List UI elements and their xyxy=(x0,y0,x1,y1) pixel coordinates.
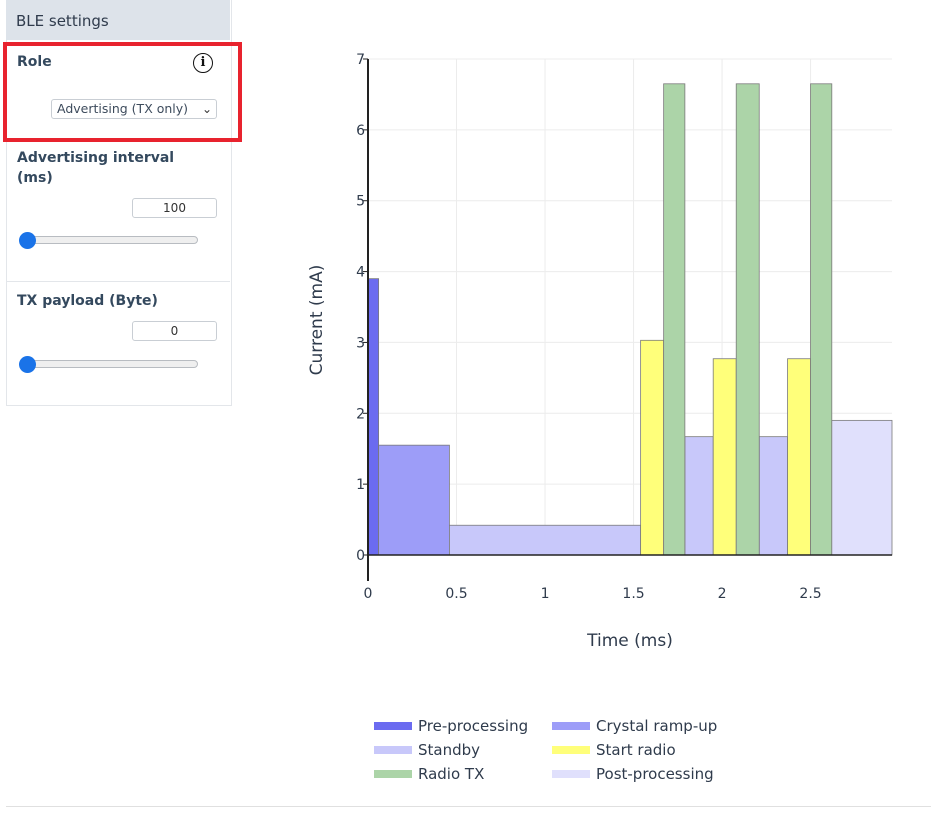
legend-swatch xyxy=(552,746,590,754)
y-tick-label: 3 xyxy=(356,335,365,351)
tx-payload-input[interactable]: 0 xyxy=(132,321,217,341)
chart-bars xyxy=(367,83,893,556)
role-highlight-box xyxy=(3,42,242,142)
y-tick-label: 2 xyxy=(356,406,365,422)
x-tick-label: 2.5 xyxy=(799,586,821,602)
x-tick-label: 1.5 xyxy=(622,586,644,602)
legend-label: Standby xyxy=(418,741,480,759)
bar-post-processing xyxy=(831,419,893,556)
y-tick-label: 6 xyxy=(356,123,365,139)
x-tick-label: 2 xyxy=(718,586,727,602)
chevron-down-icon: ⌄ xyxy=(201,102,212,116)
x-axis-title: Time (ms) xyxy=(586,631,673,651)
bar-radio-tx xyxy=(663,83,686,556)
bar-start-radio xyxy=(787,358,811,556)
bar-start-radio xyxy=(640,339,665,556)
bottom-divider xyxy=(6,806,931,807)
legend-label: Radio TX xyxy=(418,765,484,783)
panel-title: BLE settings xyxy=(16,12,109,30)
adv-interval-label: Advertising interval (ms) xyxy=(17,148,174,188)
tx-payload-slider[interactable] xyxy=(20,360,198,368)
y-tick-label: 7 xyxy=(356,52,365,68)
bar-radio-tx xyxy=(735,83,760,556)
bar-standby xyxy=(684,436,714,556)
legend-label: Crystal ramp-up xyxy=(596,717,717,735)
chart-axes: 0 1 2 3 4 5 6 7 0 0.5 1 1.5 2 2.5 xyxy=(356,52,892,602)
adv-interval-input[interactable]: 100 xyxy=(132,198,217,218)
legend-swatch xyxy=(374,746,412,754)
x-tick-label: 0.5 xyxy=(445,586,467,602)
adv-interval-label-line2: (ms) xyxy=(17,170,53,186)
tx-payload-slider-thumb[interactable] xyxy=(19,356,36,373)
legend-swatch xyxy=(552,770,590,778)
adv-interval-slider-thumb[interactable] xyxy=(19,232,36,249)
bar-crystal-ramp-up xyxy=(378,444,450,556)
y-axis-title: Current (mA) xyxy=(307,265,327,376)
x-tick-label: 1 xyxy=(541,586,550,602)
bar-start-radio xyxy=(712,358,737,556)
legend-swatch xyxy=(552,722,590,730)
legend-label: Pre-processing xyxy=(418,717,528,735)
y-tick-label: 0 xyxy=(356,548,365,564)
legend-swatch xyxy=(374,770,412,778)
bar-standby xyxy=(758,436,788,556)
adv-interval-label-line1: Advertising interval xyxy=(17,150,175,166)
adv-interval-slider[interactable] xyxy=(20,236,198,244)
info-icon[interactable]: i xyxy=(193,53,213,73)
y-tick-label: 1 xyxy=(356,477,365,493)
tx-payload-label: TX payload (Byte) xyxy=(17,293,158,309)
chart-grid xyxy=(367,58,892,556)
role-label: Role xyxy=(17,54,52,70)
chart-legend: Pre-processing Crystal ramp-up Standby Star… xyxy=(374,717,717,783)
x-tick-label: 0 xyxy=(364,586,373,602)
legend-label: Post-processing xyxy=(596,765,714,783)
bar-pre-processing xyxy=(367,278,380,556)
legend-label: Start radio xyxy=(596,741,676,759)
y-tick-label: 5 xyxy=(356,194,365,210)
role-select-value: Advertising (TX only) xyxy=(57,101,189,116)
y-tick-label: 4 xyxy=(356,265,365,281)
bar-radio-tx xyxy=(810,83,833,556)
section-divider xyxy=(6,281,230,282)
bar-standby xyxy=(449,524,642,556)
role-select[interactable]: Advertising (TX only) ⌄ xyxy=(51,99,217,119)
legend-swatch xyxy=(374,722,412,730)
panel-header: BLE settings xyxy=(6,0,230,40)
